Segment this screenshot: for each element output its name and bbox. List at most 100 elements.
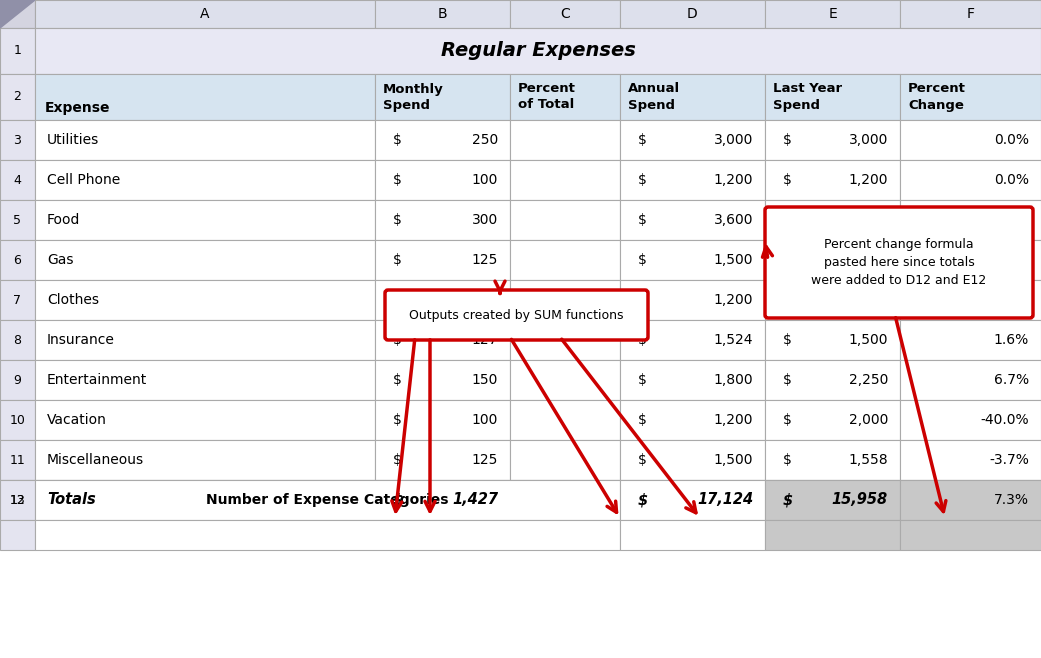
Text: 6.7%: 6.7% <box>994 373 1029 387</box>
Text: 17,124: 17,124 <box>696 492 753 507</box>
Bar <box>900 240 1041 280</box>
Text: $: $ <box>783 213 792 227</box>
Bar <box>765 240 900 280</box>
Bar <box>0 280 35 320</box>
Text: 10: 10 <box>9 413 25 426</box>
Bar <box>900 120 1041 160</box>
Text: 2,000: 2,000 <box>848 413 888 427</box>
Text: F: F <box>966 7 974 21</box>
Bar <box>0 480 35 520</box>
Bar <box>510 0 620 28</box>
Text: 1,200: 1,200 <box>848 173 888 187</box>
Text: $: $ <box>638 333 646 347</box>
Text: Percent
of Total: Percent of Total <box>518 82 576 111</box>
Text: $: $ <box>783 253 792 267</box>
Text: E: E <box>829 7 837 21</box>
Bar <box>0 120 35 160</box>
Text: 7.3%: 7.3% <box>994 493 1029 507</box>
Bar <box>765 400 900 440</box>
Bar <box>375 74 510 120</box>
Text: -3.7%: -3.7% <box>989 453 1029 467</box>
Text: $: $ <box>638 373 646 387</box>
Bar <box>765 520 900 550</box>
Text: 5: 5 <box>14 213 22 226</box>
Text: 0.0%: 0.0% <box>994 293 1029 307</box>
Text: 3: 3 <box>14 134 22 147</box>
Text: Percent change formula
pasted here since totals
were added to D12 and E12: Percent change formula pasted here since… <box>811 238 987 287</box>
Bar <box>900 360 1041 400</box>
Bar <box>375 440 510 480</box>
Bar <box>0 320 35 360</box>
Text: Totals: Totals <box>47 492 96 507</box>
Bar <box>510 240 620 280</box>
Bar <box>620 320 765 360</box>
Bar <box>35 520 620 550</box>
Bar <box>375 320 510 360</box>
Text: 2,250: 2,250 <box>848 213 888 227</box>
Bar <box>765 280 900 320</box>
Text: 125: 125 <box>472 453 498 467</box>
FancyBboxPatch shape <box>765 207 1033 318</box>
Bar <box>765 120 900 160</box>
Text: Vacation: Vacation <box>47 413 107 427</box>
Bar <box>510 160 620 200</box>
Bar <box>0 0 35 28</box>
Bar <box>620 0 765 28</box>
Text: $: $ <box>393 213 402 227</box>
Bar <box>375 280 510 320</box>
Text: $: $ <box>638 413 646 427</box>
Text: 1,500: 1,500 <box>713 453 753 467</box>
Bar <box>620 240 765 280</box>
Text: Percent
Change: Percent Change <box>908 82 966 111</box>
Bar <box>35 240 375 280</box>
Bar <box>900 520 1041 550</box>
Text: -40.0%: -40.0% <box>981 413 1029 427</box>
Bar <box>35 480 620 520</box>
Text: Entertainment: Entertainment <box>47 373 147 387</box>
Text: 7: 7 <box>14 293 22 307</box>
Text: $: $ <box>783 492 793 507</box>
Bar <box>620 520 765 550</box>
Bar <box>0 360 35 400</box>
Bar <box>0 160 35 200</box>
Text: 15,958: 15,958 <box>832 492 888 507</box>
Bar <box>375 400 510 440</box>
Bar <box>0 520 35 550</box>
Bar <box>620 160 765 200</box>
Text: $: $ <box>783 293 792 307</box>
Text: 100: 100 <box>472 293 498 307</box>
Bar <box>35 74 375 120</box>
Text: 3,000: 3,000 <box>848 133 888 147</box>
Bar <box>0 480 35 520</box>
Bar <box>375 240 510 280</box>
Text: 2: 2 <box>14 91 22 103</box>
Bar <box>35 0 375 28</box>
FancyBboxPatch shape <box>385 290 648 340</box>
Bar <box>35 400 375 440</box>
Bar <box>620 200 765 240</box>
Text: 3,600: 3,600 <box>713 213 753 227</box>
Bar <box>35 360 375 400</box>
Text: 300: 300 <box>472 213 498 227</box>
Text: Number of Expense Categories: Number of Expense Categories <box>206 493 449 507</box>
Text: 250: 250 <box>472 133 498 147</box>
Text: 100: 100 <box>472 173 498 187</box>
Bar <box>510 400 620 440</box>
Text: C: C <box>560 7 569 21</box>
Text: 6: 6 <box>14 253 22 266</box>
Bar <box>0 440 35 480</box>
Text: $: $ <box>638 133 646 147</box>
Bar <box>765 0 900 28</box>
Bar <box>510 320 620 360</box>
Text: 1.6%: 1.6% <box>994 333 1029 347</box>
Bar <box>765 480 900 520</box>
Bar <box>765 440 900 480</box>
Text: 125: 125 <box>472 253 498 267</box>
Bar <box>35 160 375 200</box>
Bar <box>375 360 510 400</box>
Text: 1: 1 <box>14 45 22 57</box>
Text: 13: 13 <box>9 494 25 507</box>
Text: Cell Phone: Cell Phone <box>47 173 121 187</box>
Polygon shape <box>0 0 35 28</box>
Bar <box>620 440 765 480</box>
